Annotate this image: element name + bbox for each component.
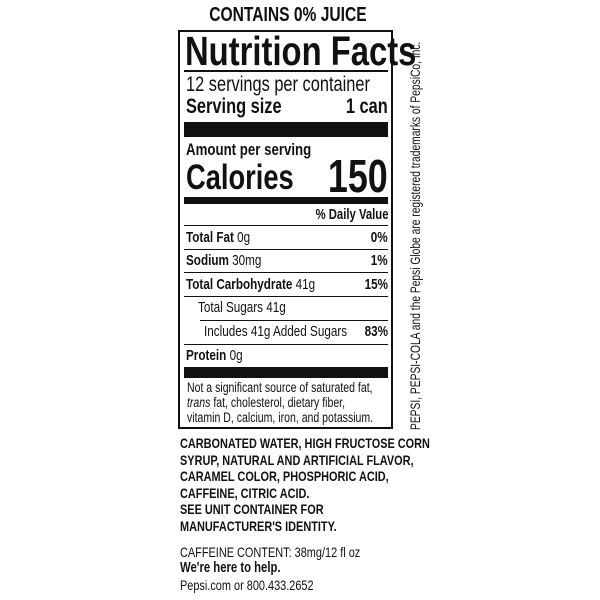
ingredients: CARBONATED WATER, HIGH FRUCTOSE CORN SYR… [180, 435, 430, 534]
nutrient-row-total-fat: Total Fat 0g 0% [186, 229, 388, 246]
thick-divider [184, 122, 388, 137]
juice-statement: CONTAINS 0% JUICE [209, 4, 367, 26]
daily-value-header: % Daily Value [315, 207, 388, 223]
nutrient-row-sodium: Sodium 30mg 1% [186, 252, 388, 269]
amount-per-serving: Amount per serving [186, 140, 312, 159]
contact-info: Pepsi.com or 800.433.2652 [180, 577, 314, 593]
calories-row: Calories 150 [186, 150, 388, 202]
divider [184, 296, 388, 297]
divider [184, 225, 388, 226]
nutrient-row-total-carbohydrate: Total Carbohydrate 41g 15% [186, 276, 388, 293]
nutrition-facts-panel [178, 30, 393, 429]
servings-per-container: 12 servings per container [186, 73, 370, 96]
divider [184, 272, 388, 273]
nutrition-facts-title: Nutrition Facts [185, 28, 417, 74]
divider [200, 320, 388, 321]
caffeine-content: CAFFEINE CONTENT: 38mg/12 fl oz [180, 544, 361, 560]
thick-divider [184, 367, 388, 378]
divider [184, 344, 388, 345]
nutrient-row-added-sugars: Includes 41g Added Sugars 83% [204, 323, 388, 340]
medium-divider [184, 197, 388, 204]
help-text: We're here to help. [180, 560, 281, 576]
footnote: Not a significant source of saturated fa… [187, 380, 374, 425]
divider [184, 249, 388, 250]
divider [184, 70, 388, 72]
trademark-notice: PEPSI, PEPSI-COLA and the Pepsi Globe ar… [408, 41, 423, 430]
nutrient-row-protein: Protein 0g [186, 347, 243, 364]
serving-size-row: Serving size 1 can [186, 95, 388, 118]
nutrient-row-total-sugars: Total Sugars 41g [198, 299, 286, 316]
